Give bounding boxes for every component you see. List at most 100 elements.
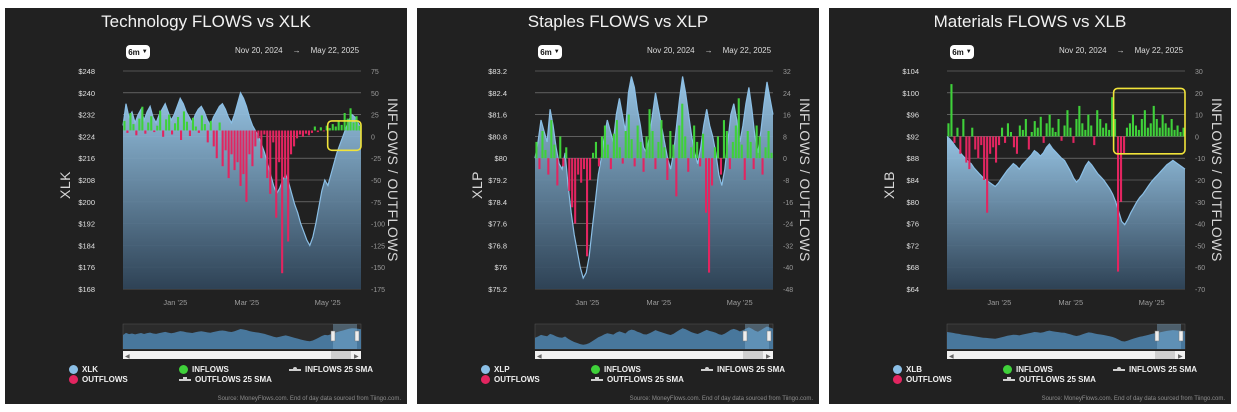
legend-inflows[interactable]: INFLOWS <box>1003 365 1053 374</box>
outflow-bar <box>126 130 129 133</box>
inflow-bar <box>1131 114 1134 137</box>
legend-price[interactable]: XLK <box>69 365 98 374</box>
legend-inflows[interactable]: INFLOWS <box>591 365 641 374</box>
chevron-down-icon: ▼ <box>141 49 148 55</box>
inflow-bar <box>725 131 728 159</box>
inflow-bar <box>541 131 544 159</box>
outflow-bar <box>269 130 272 194</box>
highlight-box <box>326 120 362 152</box>
legend-outflows-sma[interactable]: OUTFLOWS 25 SMA <box>591 375 684 384</box>
range-selector-button[interactable]: 6m ▼ <box>950 45 974 59</box>
date-range-display[interactable]: Nov 20, 2024 → May 22, 2025 <box>1059 46 1183 55</box>
left-tick-label: $76.8 <box>488 241 507 250</box>
legend-price[interactable]: XLP <box>481 365 510 374</box>
right-tick-label: -48 <box>783 287 793 294</box>
left-tick-label: $78.4 <box>488 198 507 207</box>
inflow-bar <box>191 117 194 131</box>
outflow-bar <box>171 130 174 135</box>
legend-price[interactable]: XLB <box>893 365 922 374</box>
scrollbar-track <box>123 351 361 359</box>
outflows-sma-icon <box>179 376 191 381</box>
legend-inflows[interactable]: INFLOWS <box>179 365 229 374</box>
inflow-bar <box>1001 127 1004 137</box>
left-tick-label: $240 <box>78 89 95 98</box>
inflow-bar <box>636 125 639 159</box>
inflow-bar <box>770 152 773 159</box>
legend-outflows[interactable]: OUTFLOWS <box>893 375 952 384</box>
outflow-bar <box>1004 136 1007 143</box>
right-tick-label: 75 <box>371 69 379 76</box>
inflow-bar <box>156 125 159 131</box>
outflow-bar <box>180 130 183 140</box>
outflow-bar <box>287 130 290 242</box>
outflow-bar <box>290 130 293 155</box>
left-tick-label: $64 <box>906 285 919 294</box>
outflow-bar <box>953 136 956 143</box>
legend-outflows-sma-label: OUTFLOWS 25 SMA <box>195 375 272 384</box>
range-selector-button[interactable]: 6m ▼ <box>538 45 562 59</box>
inflow-bar <box>615 120 618 159</box>
outflow-bar <box>260 130 263 159</box>
source-note: Source: MoneyFlows.com. End of day data … <box>217 396 401 402</box>
inflow-bar <box>1140 119 1143 137</box>
inflow-bar <box>1084 129 1087 137</box>
left-tick-label: $83.2 <box>488 67 507 76</box>
inflow-bar <box>1158 127 1161 137</box>
inflow-bar <box>1125 127 1128 137</box>
date-range-display[interactable]: Nov 20, 2024 → May 22, 2025 <box>235 46 359 55</box>
inflow-bar <box>132 124 135 131</box>
range-selector-button[interactable]: 6m ▼ <box>126 45 150 59</box>
outflow-bar <box>719 158 722 175</box>
left-tick-label: $224 <box>78 132 95 141</box>
legend-inflows-sma[interactable]: INFLOWS 25 SMA <box>1113 365 1197 374</box>
outflow-bar <box>307 130 310 136</box>
range-selector-label: 6m <box>540 47 552 57</box>
right-tick-label: -50 <box>1195 243 1205 250</box>
scroll-left-icon: ◀ <box>125 354 130 360</box>
date-range-end: May 22, 2025 <box>722 46 772 55</box>
inflow-bar <box>1075 119 1078 137</box>
left-tick-label: $92 <box>906 132 919 141</box>
outflow-bar <box>1012 136 1015 148</box>
outflow-bar <box>284 130 287 179</box>
navigator-handle-right <box>354 330 360 342</box>
outflow-bar <box>322 130 325 132</box>
legend-outflows[interactable]: OUTFLOWS <box>69 375 128 384</box>
inflow-bar <box>764 147 767 159</box>
outflow-bar <box>242 130 245 175</box>
outflow-bar <box>281 130 284 274</box>
legend-outflows-sma[interactable]: OUTFLOWS 25 SMA <box>1003 375 1096 384</box>
outflow-bar <box>583 158 586 170</box>
legend-inflows-sma[interactable]: INFLOWS 25 SMA <box>701 365 785 374</box>
inflow-bar <box>553 144 556 159</box>
price-line <box>534 76 774 280</box>
outflow-bar <box>233 130 236 171</box>
outflow-bar <box>221 130 224 167</box>
inflow-bar <box>1009 132 1012 137</box>
legend-outflows-sma[interactable]: OUTFLOWS 25 SMA <box>179 375 272 384</box>
inflow-bar <box>950 84 953 137</box>
inflow-bar <box>1152 105 1155 137</box>
left-tick-label: $77.6 <box>488 220 507 229</box>
legend-inflows-sma-label: INFLOWS 25 SMA <box>717 365 786 374</box>
inflow-bar <box>630 139 633 159</box>
inflow-bar <box>355 116 358 131</box>
inflow-bar <box>123 120 126 131</box>
inflow-bar <box>660 120 663 159</box>
scrollbar-track <box>535 351 773 359</box>
date-range-display[interactable]: Nov 20, 2024 → May 22, 2025 <box>647 46 771 55</box>
inflow-bar <box>1030 132 1033 137</box>
legend-inflows-sma[interactable]: INFLOWS 25 SMA <box>289 365 373 374</box>
right-tick-label: 0 <box>783 156 787 163</box>
outflow-bar <box>980 136 983 146</box>
chart-title: Technology FLOWS vs XLK <box>101 12 311 31</box>
inflow-bar <box>346 118 349 131</box>
inflow-bar <box>971 127 974 137</box>
inflow-bar <box>1108 129 1111 137</box>
inflow-bar <box>684 136 687 159</box>
inflow-bar <box>731 141 734 159</box>
right-tick-label: -20 <box>1195 178 1205 185</box>
range-selector-label: 6m <box>128 47 140 57</box>
legend-outflows[interactable]: OUTFLOWS <box>481 375 540 384</box>
outflow-bar <box>580 158 583 183</box>
